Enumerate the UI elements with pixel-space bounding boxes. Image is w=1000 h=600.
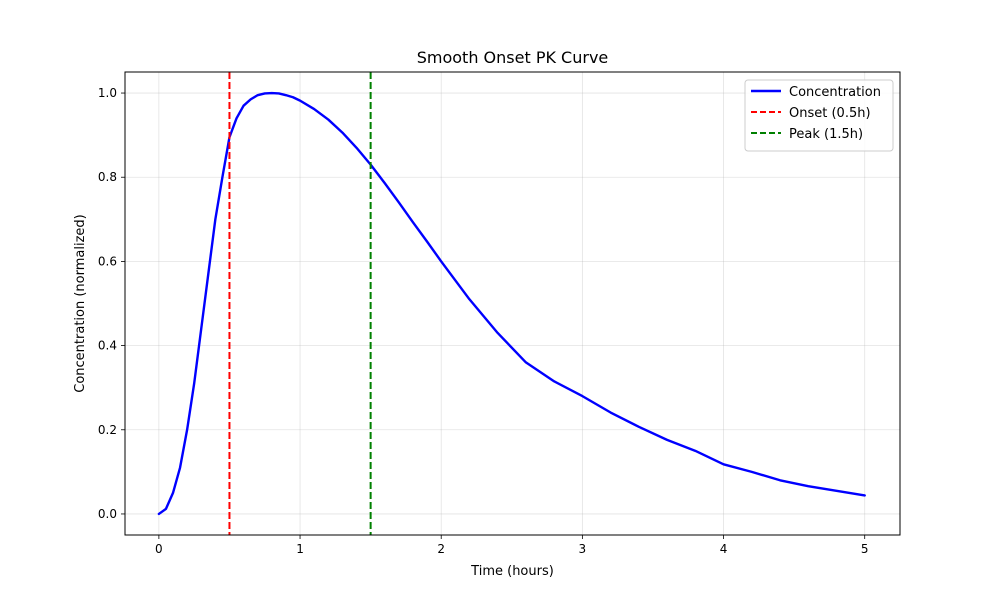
x-tick-label: 5 (861, 542, 869, 556)
series-layer (157, 72, 866, 535)
y-tick-label: 0.6 (98, 254, 117, 268)
legend-label: Concentration (789, 85, 881, 100)
ticks: 0 1 2 3 4 5 0.0 0.2 0.4 0.6 0.8 1.0 (98, 86, 869, 556)
legend-label: Peak (1.5h) (789, 127, 863, 142)
x-tick-label: 4 (720, 542, 728, 556)
y-tick-label: 0.8 (98, 170, 117, 184)
y-tick-label: 0.4 (98, 339, 117, 353)
y-tick-label: 1.0 (98, 86, 117, 100)
x-tick-label: 0 (155, 542, 163, 556)
x-tick-label: 3 (579, 542, 587, 556)
plot-frame (124, 71, 901, 536)
chart-title: Smooth Onset PK Curve (417, 48, 609, 67)
series-line-concentration (157, 91, 866, 516)
y-axis-label: Concentration (normalized) (73, 214, 88, 392)
x-axis-label: Time (hours) (470, 564, 554, 579)
legend: Concentration Onset (0.5h) Peak (1.5h) (744, 79, 894, 152)
legend-label: Onset (0.5h) (789, 106, 871, 121)
y-tick-label: 0.0 (98, 507, 117, 521)
x-tick-label: 2 (437, 542, 445, 556)
x-tick-label: 1 (296, 542, 304, 556)
legend-box (744, 79, 894, 152)
y-tick-label: 0.2 (98, 423, 117, 437)
